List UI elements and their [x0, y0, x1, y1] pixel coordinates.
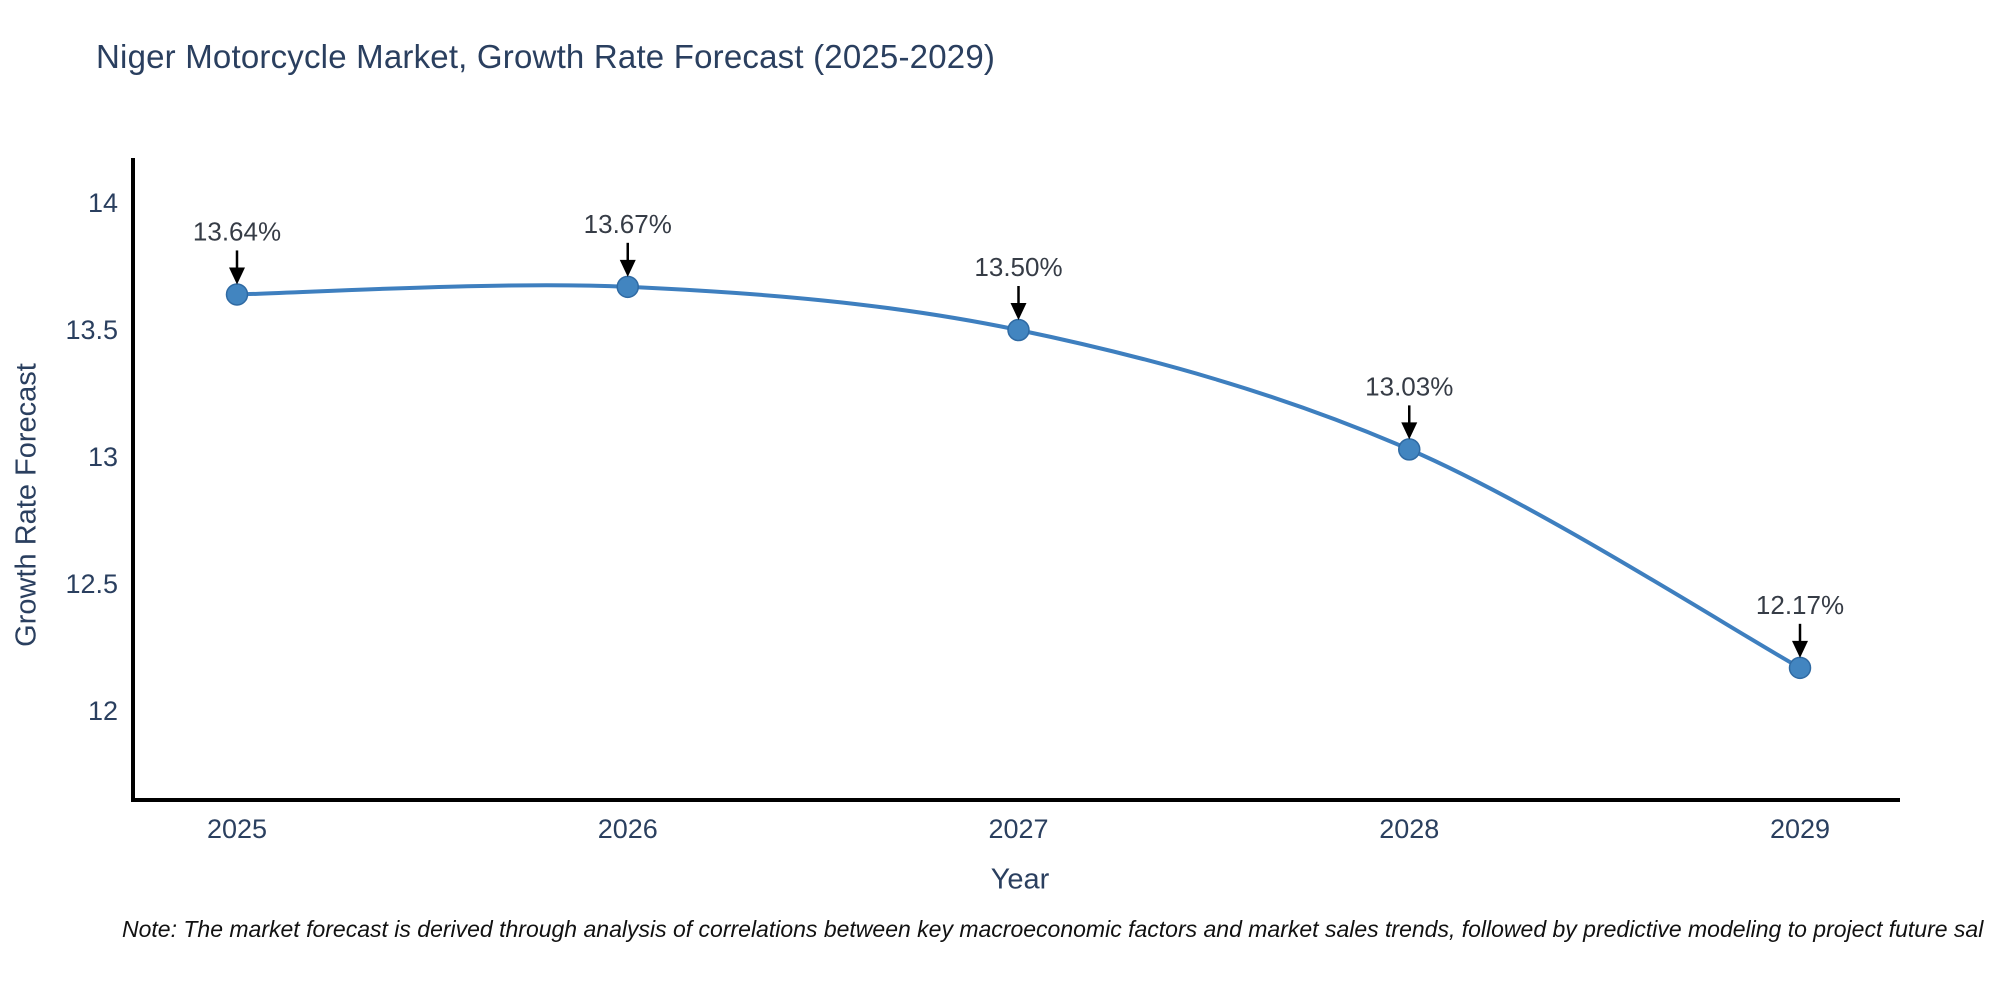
- data-point[interactable]: [616, 275, 639, 299]
- forecast-line: [235, 283, 1802, 670]
- annotation-arrow-head-icon: [1401, 422, 1418, 440]
- annotation-arrow-head-icon: [229, 267, 245, 285]
- x-tick-label: 2026: [598, 814, 658, 844]
- point-value-label: 13.03%: [1365, 371, 1453, 401]
- point-value-label: 12.17%: [1756, 590, 1844, 620]
- point-value-label: 13.67%: [584, 209, 672, 239]
- annotation-arrow-head-icon: [619, 259, 636, 277]
- x-tick-label: 2028: [1379, 814, 1439, 844]
- data-point[interactable]: [1007, 318, 1030, 342]
- x-tick-label: 2027: [988, 814, 1048, 844]
- y-tick-label: 14: [88, 188, 118, 218]
- x-axis-title: Year: [990, 863, 1050, 896]
- x-tick-label: 2025: [207, 814, 267, 844]
- chart-footnote: Note: The market forecast is derived thr…: [122, 916, 1984, 942]
- data-point[interactable]: [1398, 438, 1421, 461]
- point-value-label: 13.50%: [974, 252, 1062, 282]
- y-tick-label: 13: [88, 442, 118, 472]
- point-value-label: 13.64%: [193, 216, 281, 246]
- annotation-arrow-head-icon: [1792, 640, 1808, 658]
- x-tick-label: 2029: [1770, 814, 1830, 844]
- chart-title: Niger Motorcycle Market, Growth Rate For…: [96, 38, 996, 75]
- data-point[interactable]: [225, 283, 249, 306]
- annotation-arrow-head-icon: [1010, 303, 1027, 320]
- y-tick-label: 12.5: [65, 569, 118, 599]
- y-tick-label: 13.5: [65, 315, 118, 345]
- data-point[interactable]: [1788, 656, 1812, 680]
- y-tick-label: 12: [88, 696, 118, 726]
